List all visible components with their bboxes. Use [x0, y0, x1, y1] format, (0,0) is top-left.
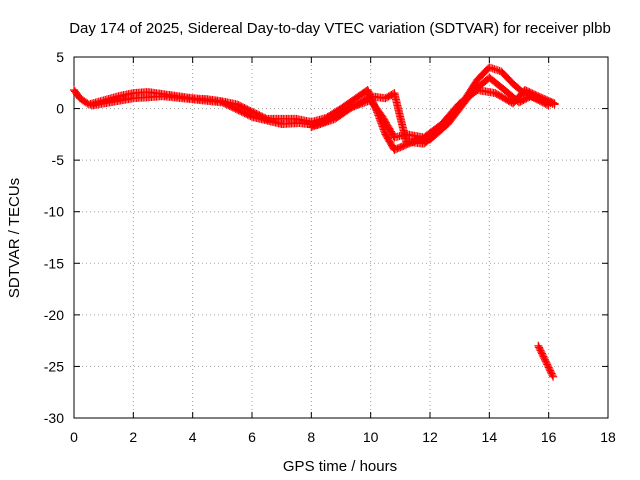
x-tick-label: 18 — [600, 429, 616, 445]
y-tick-label: 5 — [56, 49, 64, 65]
data-point — [549, 372, 558, 381]
data-point — [549, 98, 558, 107]
y-tick-label: 0 — [56, 101, 64, 117]
y-tick-label: -30 — [44, 410, 64, 426]
x-tick-label: 2 — [129, 429, 137, 445]
data-points — [70, 63, 559, 381]
x-tick-label: 12 — [422, 429, 438, 445]
x-tick-label: 0 — [70, 429, 78, 445]
y-tick-label: -20 — [44, 307, 64, 323]
y-tick-label: -15 — [44, 255, 64, 271]
data-point — [544, 101, 553, 110]
data-point — [543, 100, 552, 109]
y-tick-label: -25 — [44, 358, 64, 374]
x-axis-label: GPS time / hours — [283, 458, 397, 475]
data-point — [548, 371, 557, 380]
x-tick-label: 4 — [189, 429, 197, 445]
x-tick-label: 16 — [541, 429, 557, 445]
chart-title: Day 174 of 2025, Sidereal Day-to-day VTE… — [69, 20, 611, 37]
y-tick-label: -5 — [52, 152, 65, 168]
x-tick-label: 10 — [363, 429, 379, 445]
tick-labels: 0 2 4 6 8 10 12 14 16 18 5 0 -5 -10 -15 -20 -25 -30 — [44, 49, 616, 445]
y-axis-label: SDTVAR / TECUs — [6, 178, 23, 298]
x-tick-label: 8 — [307, 429, 315, 445]
x-tick-label: 14 — [482, 429, 498, 445]
y-tick-label: -10 — [44, 204, 64, 220]
data-point — [550, 99, 559, 108]
x-tick-label: 6 — [248, 429, 256, 445]
tick-marks — [73, 56, 609, 419]
plot-frame — [73, 56, 609, 419]
